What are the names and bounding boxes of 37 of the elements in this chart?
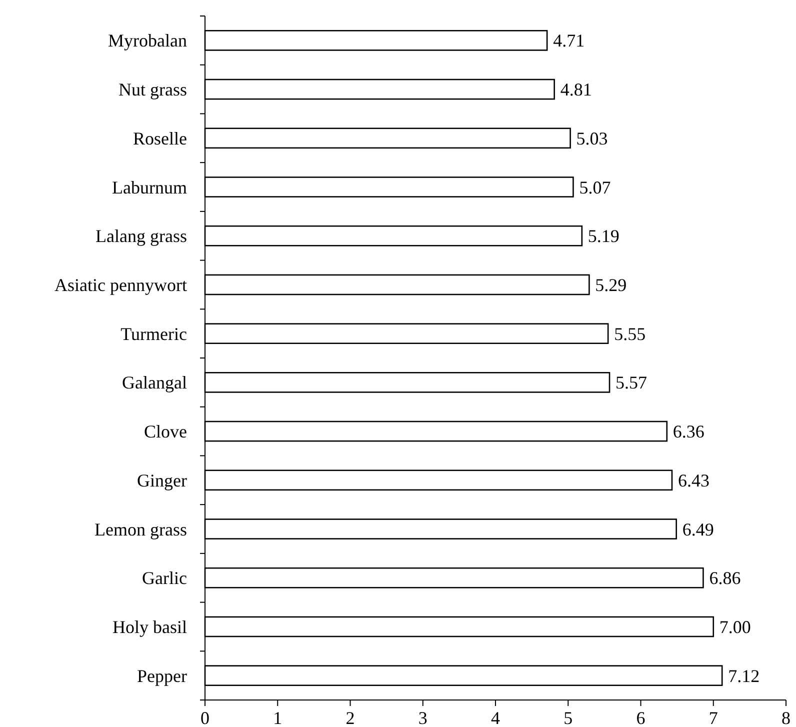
data-label: 5.19 (588, 226, 620, 246)
y-tick-label: Myrobalan (108, 30, 187, 51)
data-label: 5.03 (576, 128, 608, 148)
data-label: 6.49 (682, 519, 714, 540)
x-tick-label: 0 (200, 708, 210, 727)
y-tick-label: Lalang grass (96, 226, 187, 246)
y-tick-label: Galangal (122, 372, 187, 393)
x-tick-label: 5 (564, 708, 573, 727)
data-label: 5.07 (579, 177, 611, 198)
data-label: 5.29 (595, 275, 627, 296)
y-tick-label: Pepper (137, 666, 188, 686)
y-tick-label: Turmeric (120, 324, 187, 344)
data-label: 5.57 (616, 372, 648, 393)
x-tick-label: 2 (346, 708, 355, 727)
y-tick-label: Lemon grass (94, 519, 187, 540)
y-tick-label: Clove (144, 422, 188, 442)
data-label: 4.71 (553, 30, 585, 51)
data-label: 6.86 (709, 568, 741, 588)
y-tick-label: Holy basil (112, 617, 187, 638)
data-label: 6.36 (672, 422, 704, 442)
y-tick-label: Asiatic pennywort (54, 275, 187, 296)
data-label: 5.55 (614, 324, 646, 344)
data-label: 7.12 (728, 666, 760, 686)
x-tick-label: 8 (782, 708, 790, 727)
data-label: 7.00 (719, 617, 751, 638)
y-tick-label: Laburnum (112, 177, 187, 198)
y-tick-label: Garlic (142, 568, 187, 588)
x-tick-label: 1 (273, 708, 282, 727)
data-label: 6.43 (678, 470, 710, 490)
x-tick-label: 7 (708, 708, 718, 727)
y-tick-label: Ginger (137, 470, 188, 490)
y-tick-label: Roselle (133, 128, 187, 148)
y-tick-label: Nut grass (118, 80, 187, 100)
x-tick-label: 6 (636, 708, 646, 727)
x-tick-label: 3 (418, 708, 428, 727)
x-tick-label: 4 (491, 708, 500, 727)
data-label: 4.81 (560, 80, 592, 100)
